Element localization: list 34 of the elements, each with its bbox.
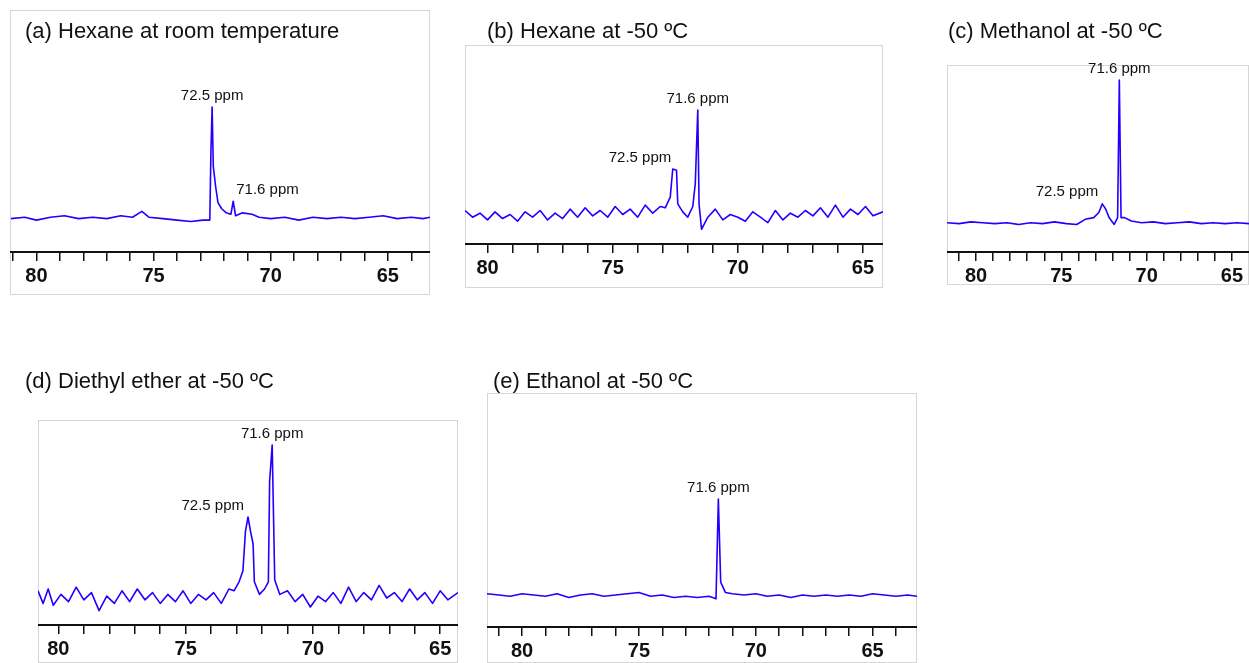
x-tick-label: 75 [601,255,624,278]
annotation: 72.5 ppm [1035,182,1099,200]
x-tick-label: 65 [1220,263,1244,286]
chart-title: (c) Methanol at -50 ºC [948,18,1163,44]
x-tick-label: 75 [1050,263,1073,286]
annotation: 72.5 ppm [608,147,672,165]
x-tick-label: 75 [174,636,197,659]
x-tick-label: 70 [726,255,749,278]
x-tick-label: 80 [47,636,70,659]
x-tick-label: 80 [510,638,534,661]
x-tick-label: 75 [142,263,165,286]
chart-title: (b) Hexane at -50 ºC [487,18,689,44]
annotation: 71.6 ppm [687,477,750,495]
x-tick-label: 70 [1135,263,1158,286]
annotation: 72.5 ppm [180,85,244,103]
annotation: 71.6 ppm [240,423,304,441]
x-tick-label: 75 [627,638,651,661]
x-tick-label: 65 [861,638,884,661]
chart-title: (a) Hexane at room temperature [25,18,340,44]
x-tick-label: 70 [744,638,767,661]
annotation: 71.6 ppm [1088,58,1151,76]
x-tick-label: 80 [25,263,48,286]
x-tick-label: 65 [376,263,399,286]
x-tick-label: 70 [259,263,282,286]
chart-title: (d) Diethyl ether at -50 ºC [25,368,274,394]
chart-title: (e) Ethanol at -50 ºC [493,368,694,394]
annotation: 72.5 ppm [181,495,244,513]
x-tick-label: 80 [476,255,499,278]
annotation: 71.6 ppm [236,179,299,197]
x-tick-label: 65 [429,636,452,659]
annotation: 71.6 ppm [666,88,730,106]
x-tick-label: 65 [851,255,875,278]
x-tick-label: 80 [964,263,988,286]
x-tick-label: 70 [301,636,325,659]
